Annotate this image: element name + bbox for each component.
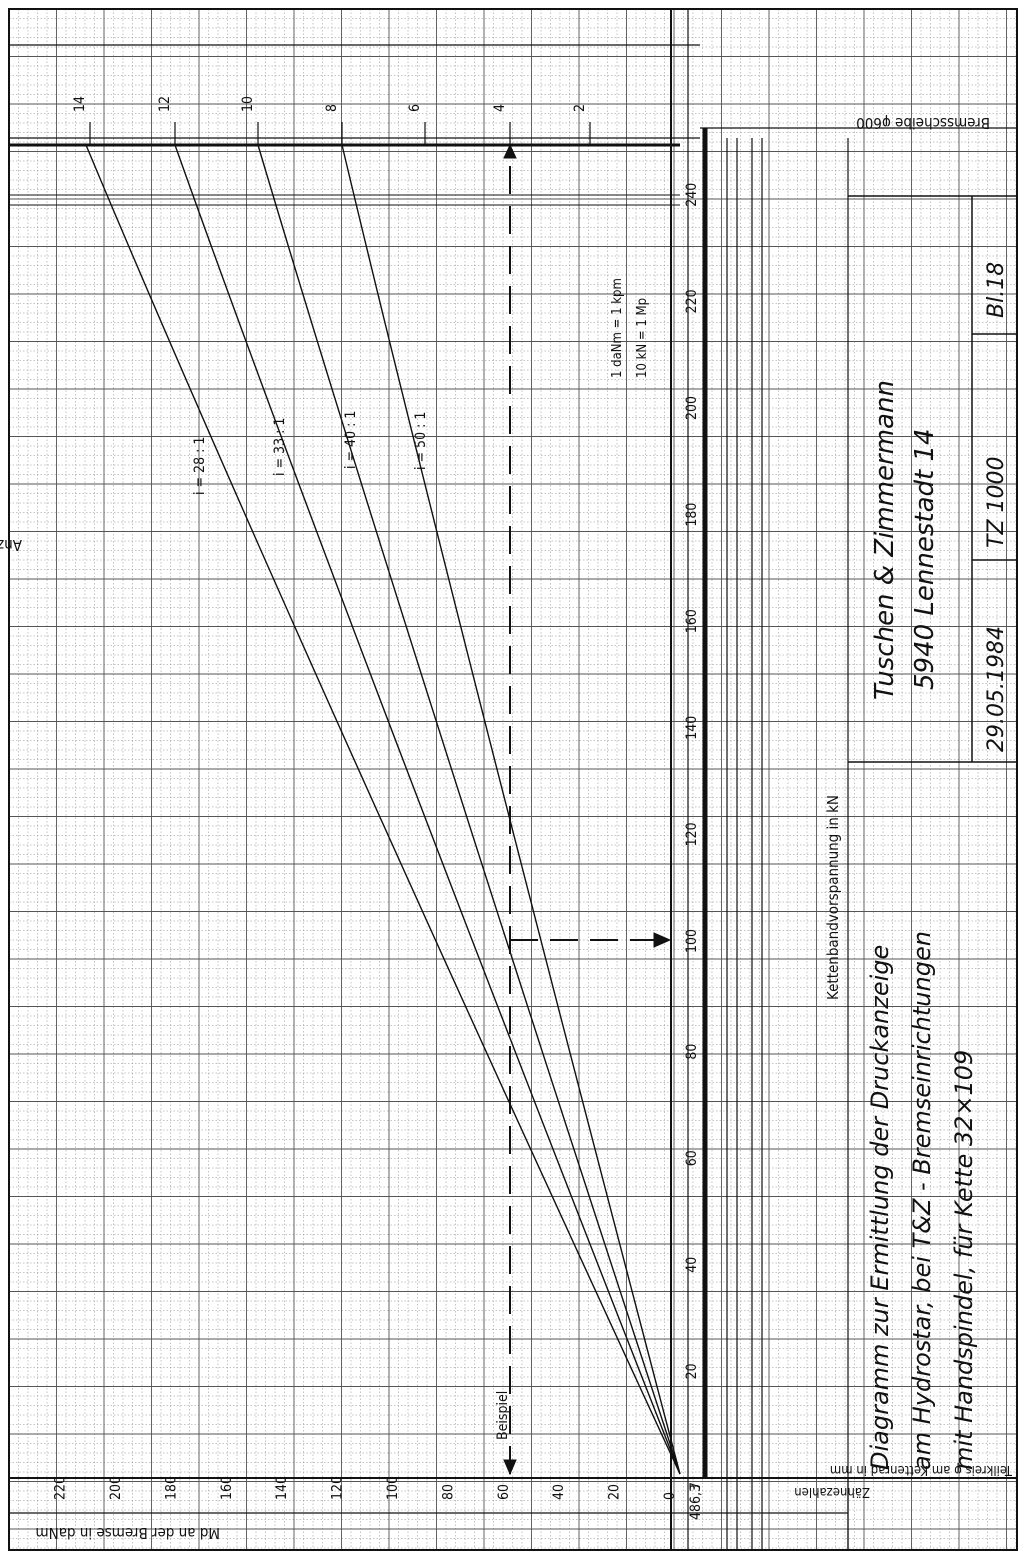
company-name: Tuschen & Zimmermann	[870, 380, 900, 700]
series-label: i = 28 : 1	[192, 437, 208, 495]
doc-number: TZ 1000	[984, 457, 1009, 549]
example-arrow-right	[653, 932, 672, 948]
y-tick-label: 140	[274, 1476, 290, 1500]
x-tick-label: 80	[684, 1044, 700, 1060]
frame	[8, 8, 1018, 1551]
pressure-tick-labels: 2 4 6 8 10 12 14	[72, 96, 591, 145]
y-tick-label: 220	[53, 1476, 69, 1500]
example-label: Beispiel	[495, 1391, 511, 1440]
pressure-tick-label: 8	[324, 104, 340, 112]
series-label: i = 50 : 1	[413, 412, 429, 470]
x-tick-label: 20	[684, 1363, 700, 1379]
x-tick-label: 200	[684, 396, 700, 420]
disc-label: Bremsscheibe φ600	[856, 114, 990, 132]
series-label: i = 40 : 1	[343, 411, 359, 469]
y-tick-label: 180	[163, 1476, 179, 1500]
company-address: 5940 Lennestadt 14	[910, 428, 940, 690]
x-tick-label: 240	[684, 183, 700, 207]
top-axis-label: Anzeigedruck im Meßgerät in bar	[0, 536, 22, 554]
y-tick-label: 100	[385, 1476, 401, 1500]
x-tick-label: 60	[684, 1150, 700, 1166]
x-tick-label: 120	[684, 822, 700, 846]
title-line-2: am Hydrostar, bei T&Z - Bremseinrichtung…	[908, 931, 936, 1470]
example-arrow-down	[503, 1459, 517, 1476]
series-label: i = 33 : 1	[272, 418, 288, 476]
teilkreis-label: Teilkreis φ am Kettenrad in mm	[830, 1462, 1013, 1477]
y-tick-label: 0	[662, 1492, 678, 1500]
series-line-50	[341, 144, 681, 1475]
y-tick-label: 120	[330, 1476, 346, 1500]
series-lines: i = 28 : 1 i = 33 : 1 i = 40 : 1 i = 50 : 1	[85, 144, 681, 1475]
x-tick-label: 100	[684, 929, 700, 953]
y-axis-label: Md an der Bremse in daNm	[35, 1524, 220, 1542]
x-tick-label: 40	[684, 1257, 700, 1273]
unit-note-1: 1 daNm = 1 kpm	[610, 278, 625, 378]
x-tick-label: 180	[684, 503, 700, 527]
x-tick-label: 220	[684, 289, 700, 313]
pressure-tick-label: 2	[572, 104, 588, 112]
y-tick-label: 200	[108, 1476, 124, 1500]
pressure-tick-label: 4	[492, 104, 508, 112]
unit-note-2: 10 kN = 1 Mp	[635, 298, 650, 378]
series-line-28	[85, 144, 681, 1475]
sheet-number: Bl.18	[984, 262, 1009, 318]
series-line-40	[257, 144, 681, 1475]
x-tick-label: 140	[684, 716, 700, 740]
title-line-3: mit Handspindel, für Kette 32×109	[950, 1050, 978, 1470]
y-tick-label: 20	[607, 1484, 623, 1500]
series-line-33	[174, 144, 681, 1475]
x-tick-label: 160	[684, 609, 700, 633]
date-field: 29.05.1984	[984, 626, 1009, 752]
y-tick-label: 160	[219, 1476, 235, 1500]
pressure-tick-label: 6	[407, 104, 423, 112]
pressure-tick-label: 12	[157, 96, 173, 112]
x-tick-labels: 20 40 60 80 100 120 140 160 180 200 220 240	[684, 183, 700, 1380]
y-tick-label: 60	[496, 1484, 512, 1500]
y-tick-label: 80	[440, 1484, 456, 1500]
title-line-1: Diagramm zur Ermittlung der Druckanzeige	[866, 945, 894, 1470]
y-tick-label: 40	[551, 1484, 567, 1500]
zaehne-label: Zähnezahlen	[794, 1484, 870, 1499]
pressure-tick-label: 10	[240, 96, 256, 112]
zaehne-value: 7	[688, 1482, 704, 1490]
example-construction	[503, 143, 672, 1476]
x-axis-label: Kettenbandvorspannung in kN	[824, 795, 842, 1000]
teilkreis-value: 486,3	[688, 1484, 704, 1520]
y-tick-labels: 0 20 40 60 80 100 120 140 160 180 200 220	[53, 1476, 678, 1500]
example-arrow-up	[503, 143, 517, 159]
pressure-tick-label: 14	[72, 96, 88, 112]
